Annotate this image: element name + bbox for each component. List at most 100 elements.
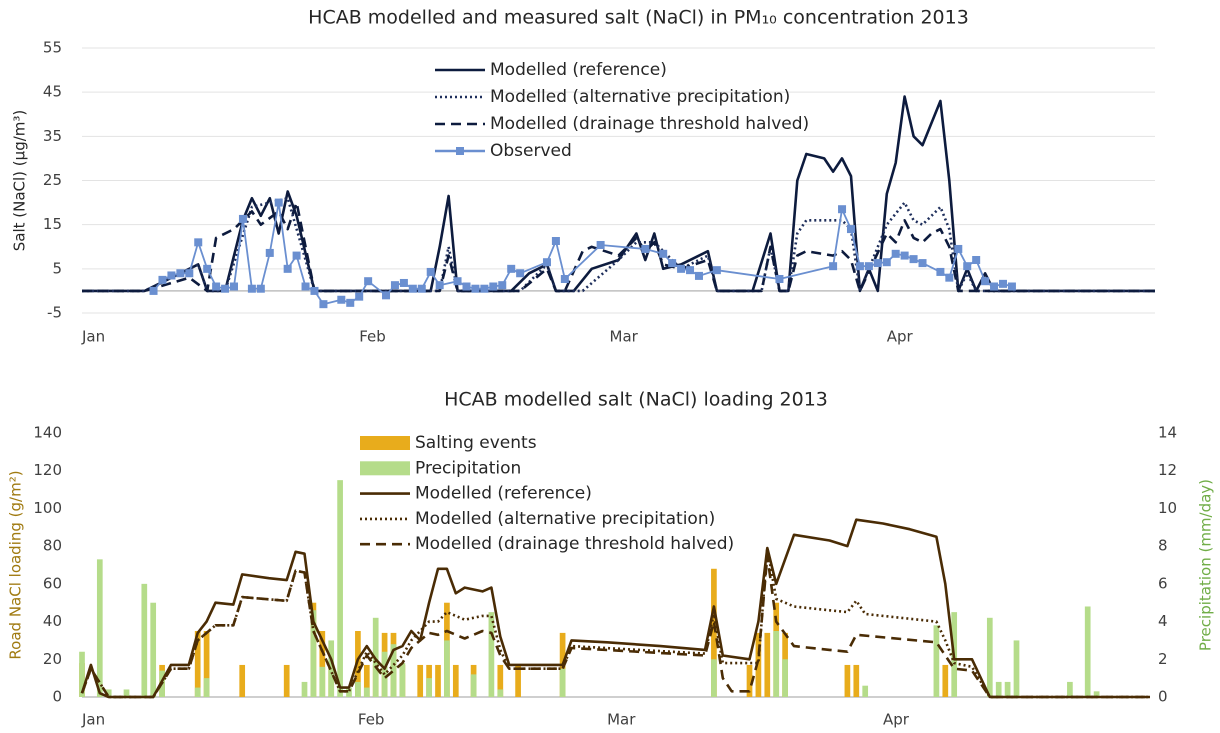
bar xyxy=(239,664,246,697)
marker xyxy=(185,269,194,278)
line xyxy=(80,518,1150,699)
marker xyxy=(838,205,847,214)
y-tick-label: 80 xyxy=(43,537,62,555)
bar xyxy=(319,666,326,697)
marker xyxy=(265,248,274,257)
y-tick-label: 35 xyxy=(43,127,62,145)
marker xyxy=(247,284,256,293)
bar xyxy=(390,644,397,697)
marker xyxy=(149,286,158,295)
marker xyxy=(346,298,355,307)
marker xyxy=(963,262,972,271)
legend-label: Observed xyxy=(490,141,572,161)
marker xyxy=(909,255,918,264)
y2-tick-label: 14 xyxy=(1158,424,1177,442)
bar xyxy=(79,651,85,697)
marker xyxy=(882,258,891,267)
marker xyxy=(694,271,703,280)
marker xyxy=(829,262,838,271)
bar xyxy=(1093,691,1100,697)
bar xyxy=(203,631,210,697)
legend-label: Modelled (reference) xyxy=(490,60,667,80)
y-tick-label: 40 xyxy=(43,612,62,630)
y2-tick-label: 6 xyxy=(1158,574,1168,592)
marker xyxy=(641,244,650,253)
x-tick-label: Jan xyxy=(81,328,105,346)
bar xyxy=(105,689,112,697)
chart-title: HCAB modelled and measured salt (NaCl) i… xyxy=(308,7,969,29)
bar xyxy=(711,568,717,697)
legend-swatch xyxy=(360,436,410,450)
marker xyxy=(998,279,1007,288)
legend-label: Modelled (drainage threshold halved) xyxy=(490,114,809,134)
marker xyxy=(310,286,319,295)
bar xyxy=(853,664,860,697)
bar xyxy=(283,664,290,697)
bar xyxy=(933,625,940,697)
marker xyxy=(936,267,945,276)
bar xyxy=(141,583,148,697)
x-tick-label: Feb xyxy=(359,328,386,346)
marker xyxy=(489,282,498,291)
x-tick-label: Jan xyxy=(81,711,105,729)
marker xyxy=(158,275,167,284)
marker xyxy=(364,277,373,286)
marker xyxy=(954,244,963,253)
bar xyxy=(1004,681,1011,697)
bar xyxy=(194,631,201,697)
marker xyxy=(659,249,668,258)
marker xyxy=(355,292,364,301)
bar xyxy=(515,664,521,697)
marker xyxy=(596,240,605,249)
y2-axis-label: Precipitation (mm/day) xyxy=(1197,479,1215,651)
x-tick-label: Apr xyxy=(883,711,910,729)
marker xyxy=(864,262,873,271)
bar xyxy=(337,480,343,697)
bar xyxy=(435,664,441,697)
bar xyxy=(96,559,103,697)
bar xyxy=(301,681,308,697)
marker xyxy=(918,259,927,268)
marker xyxy=(507,264,516,273)
bar xyxy=(319,631,326,697)
y2-tick-label: 8 xyxy=(1158,537,1168,555)
bar xyxy=(773,631,780,697)
marker xyxy=(203,264,212,273)
bar xyxy=(346,687,352,697)
x-tick-label: Mar xyxy=(607,711,636,729)
marker xyxy=(435,281,444,290)
bar xyxy=(203,678,210,697)
marker xyxy=(230,282,239,291)
marker xyxy=(417,284,426,293)
marker xyxy=(319,300,328,309)
legend-marker xyxy=(456,147,464,155)
bar xyxy=(755,632,762,697)
marker xyxy=(873,259,882,268)
bar xyxy=(355,631,361,697)
bar xyxy=(995,681,1002,697)
bar xyxy=(194,687,201,697)
line xyxy=(82,196,1155,293)
y-tick-label: 140 xyxy=(33,424,62,442)
y-tick-label: 20 xyxy=(43,650,62,668)
bar xyxy=(844,664,851,697)
marker xyxy=(390,281,399,290)
y-tick-label: 55 xyxy=(43,39,62,57)
marker xyxy=(972,256,981,264)
y-tick-label: 5 xyxy=(52,259,62,277)
marker xyxy=(283,264,292,273)
marker xyxy=(551,237,560,246)
bar xyxy=(559,668,566,697)
bar xyxy=(711,659,717,697)
y-tick-label: 0 xyxy=(52,688,62,706)
bar xyxy=(746,664,753,697)
legend-label: Modelled (alternative precipitation) xyxy=(490,87,790,107)
marker xyxy=(337,295,346,304)
marker xyxy=(256,284,265,293)
marker xyxy=(274,198,283,207)
marker xyxy=(775,274,784,283)
legend-label: Modelled (reference) xyxy=(415,484,592,504)
marker xyxy=(408,284,417,293)
legend-label: Salting events xyxy=(415,433,537,453)
marker xyxy=(900,251,909,260)
